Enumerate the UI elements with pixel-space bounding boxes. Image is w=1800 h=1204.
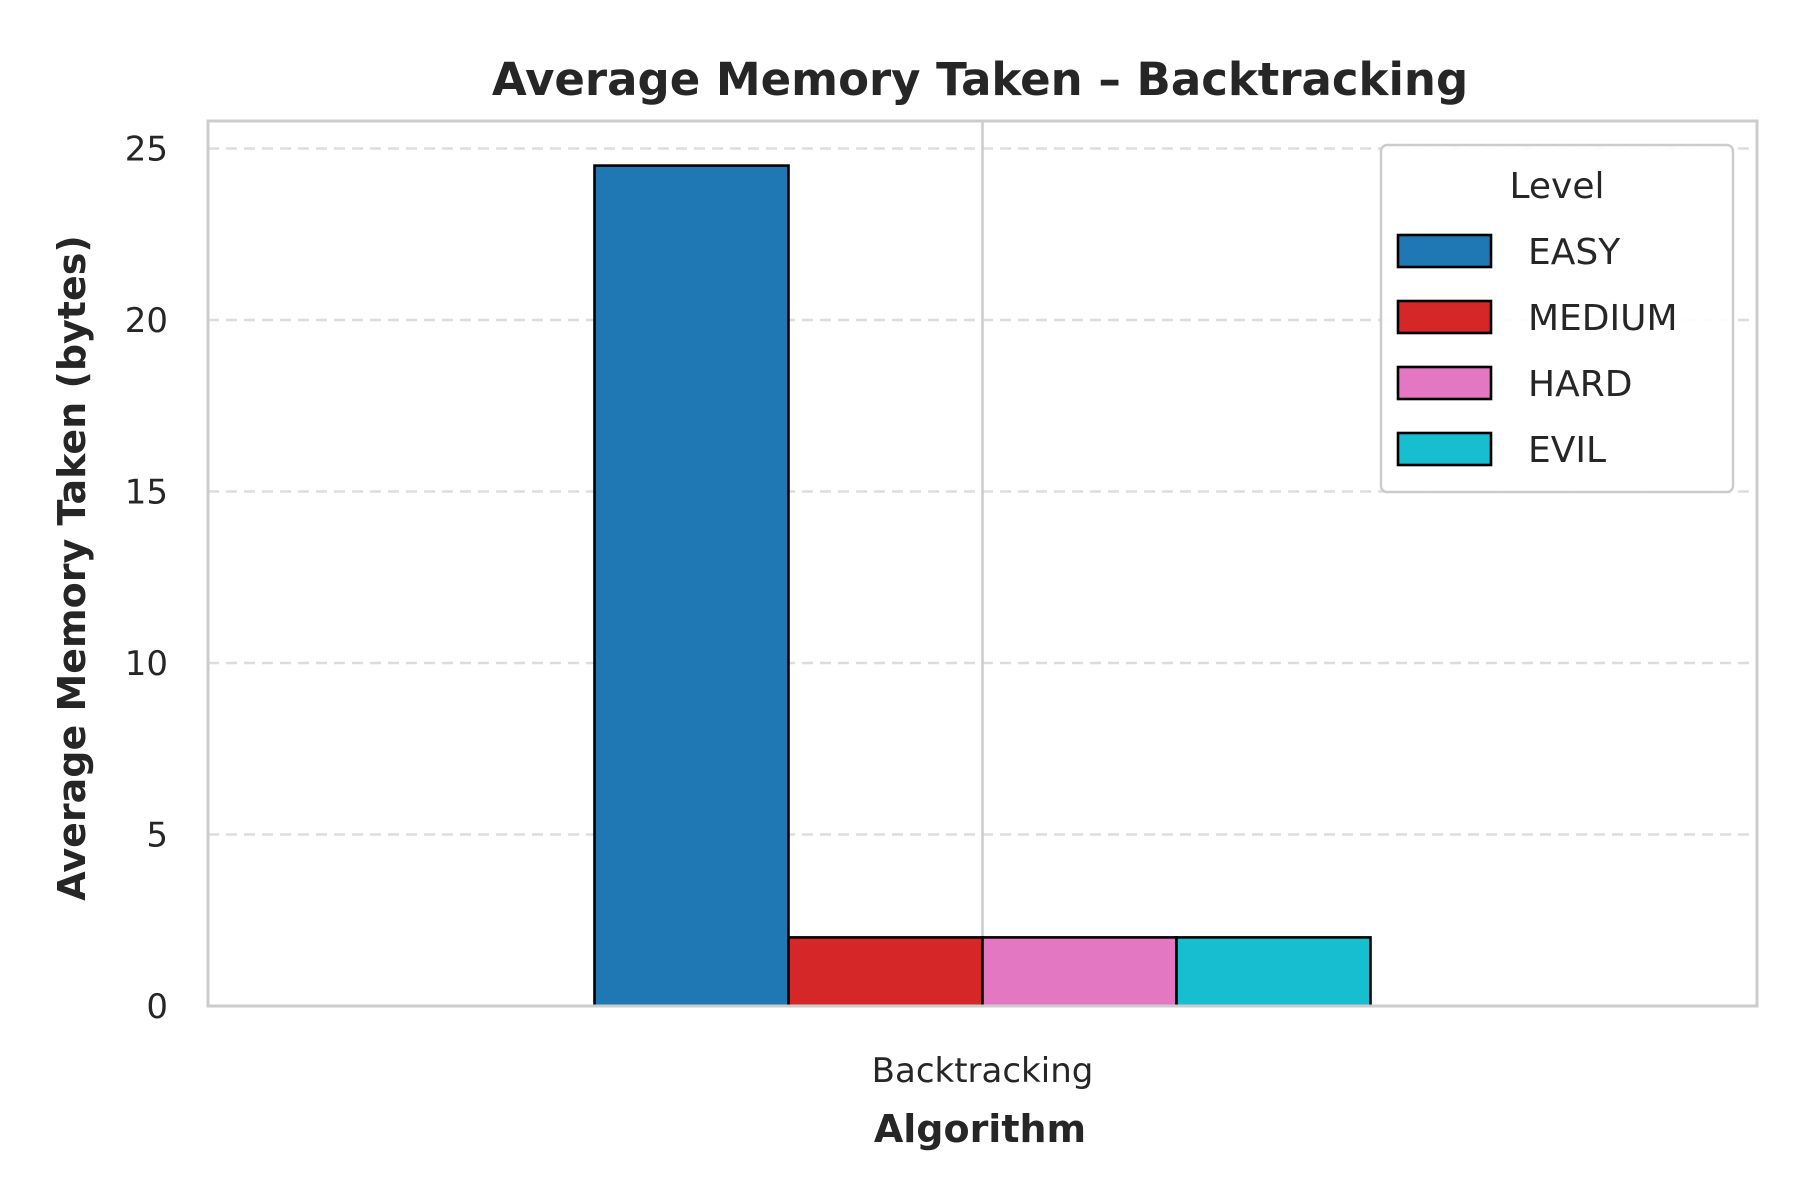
y-tick-label: 25	[125, 129, 168, 169]
x-axis-label: Algorithm	[874, 1107, 1086, 1151]
plot-area: Backtracking 0 5 10 15 20 25	[125, 119, 1759, 1091]
bar-medium	[787, 936, 984, 1008]
legend-label-hard: HARD	[1528, 364, 1632, 405]
legend-label-medium: MEDIUM	[1528, 298, 1678, 339]
legend-swatch-easy	[1396, 233, 1493, 269]
y-axis-label: Average Memory Taken (bytes)	[50, 235, 94, 900]
bar-hard	[981, 936, 1178, 1008]
legend-swatch-evil	[1396, 431, 1493, 467]
legend-title: Level	[1509, 166, 1604, 207]
chart-title: Average Memory Taken – Backtracking	[492, 53, 1468, 106]
x-tick-label: Backtracking	[872, 1051, 1094, 1091]
legend: Level EASY MEDIUM HARD EVIL	[1379, 143, 1735, 494]
bar-evil	[1175, 936, 1372, 1008]
legend-label-evil: EVIL	[1528, 430, 1606, 471]
legend-swatch-hard	[1396, 365, 1493, 401]
legend-swatch-medium	[1396, 299, 1493, 335]
legend-label-easy: EASY	[1528, 232, 1621, 273]
y-tick-label: 0	[146, 987, 168, 1027]
y-tick-label: 10	[125, 644, 168, 684]
legend-frame	[1379, 143, 1735, 494]
bar-easy	[593, 164, 790, 1008]
y-tick-label: 15	[125, 472, 168, 512]
y-tick-label: 5	[146, 815, 168, 855]
plot-frame	[206, 119, 1759, 1008]
y-tick-label: 20	[125, 301, 168, 341]
